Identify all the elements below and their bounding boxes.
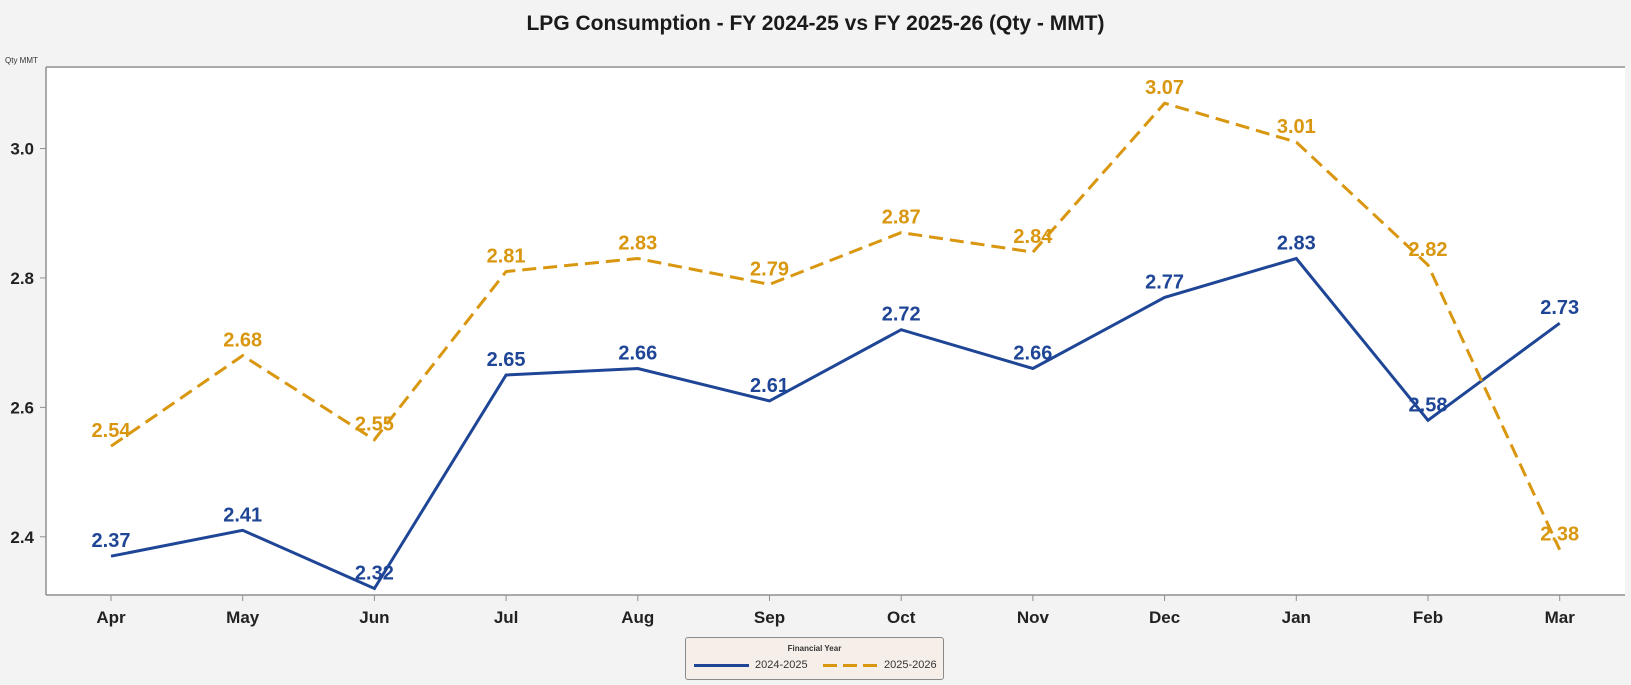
y-tick-label: 2.6 xyxy=(10,398,34,417)
x-tick-label: Apr xyxy=(96,608,126,627)
data-label: 2.87 xyxy=(882,207,921,229)
x-tick-label: Nov xyxy=(1017,608,1050,627)
x-tick-label: Oct xyxy=(887,608,916,627)
series-line-2024-2025 xyxy=(110,256,1561,591)
legend-item-2025-2026[interactable]: 2025-2026 xyxy=(823,657,937,673)
x-tick-label: Dec xyxy=(1149,608,1180,627)
data-label: 2.38 xyxy=(1540,524,1579,546)
y-tick-label: 2.4 xyxy=(10,528,34,547)
y-tick-label: 2.8 xyxy=(10,269,34,288)
data-label: 2.73 xyxy=(1540,297,1579,319)
data-label: 2.72 xyxy=(882,304,921,326)
data-label: 2.37 xyxy=(92,530,131,552)
legend-item-2024-2025[interactable]: 2024-2025 xyxy=(694,657,808,673)
data-label: 2.66 xyxy=(618,343,657,365)
legend-label: 2024-2025 xyxy=(755,659,808,671)
data-label: 2.41 xyxy=(223,504,262,526)
legend: Financial Year 2024-2025 2025-2026 xyxy=(685,637,944,680)
series-line-2025-2026 xyxy=(110,101,1562,551)
data-label: 2.68 xyxy=(223,330,262,352)
plot-area xyxy=(46,67,1625,595)
data-label: 2.55 xyxy=(355,414,394,436)
data-label: 2.58 xyxy=(1409,394,1448,416)
data-label: 2.66 xyxy=(1013,343,1052,365)
x-tick-label: May xyxy=(226,608,260,627)
data-label: 2.84 xyxy=(1013,226,1053,248)
legend-swatch-solid xyxy=(694,663,749,667)
y-axis-label: Qty MMT xyxy=(5,56,38,65)
data-label: 2.81 xyxy=(487,245,526,267)
legend-title: Financial Year xyxy=(787,644,842,653)
x-tick-label: Sep xyxy=(754,608,785,627)
data-label: 2.83 xyxy=(618,233,657,255)
x-tick-label: Jul xyxy=(494,608,519,627)
x-tick-label: Mar xyxy=(1545,608,1576,627)
data-label: 2.32 xyxy=(355,563,394,585)
data-label: 2.61 xyxy=(750,375,789,397)
data-label: 2.82 xyxy=(1409,239,1448,261)
x-tick-label: Jan xyxy=(1282,608,1311,627)
data-label: 2.65 xyxy=(487,349,526,371)
legend-label: 2025-2026 xyxy=(884,659,937,671)
x-tick-label: Aug xyxy=(621,608,654,627)
data-label: 2.79 xyxy=(750,258,789,280)
x-tick-label: Feb xyxy=(1413,608,1443,627)
x-tick-label: Jun xyxy=(359,608,389,627)
y-tick-label: 3.0 xyxy=(10,140,34,159)
data-label: 2.77 xyxy=(1145,271,1184,293)
data-label: 3.01 xyxy=(1277,116,1316,138)
legend-swatch-dashed xyxy=(823,663,878,667)
chart-title: LPG Consumption - FY 2024-25 vs FY 2025-… xyxy=(526,12,1105,35)
data-label: 3.07 xyxy=(1145,77,1184,99)
data-label: 2.54 xyxy=(92,420,132,442)
data-label: 2.83 xyxy=(1277,233,1316,255)
